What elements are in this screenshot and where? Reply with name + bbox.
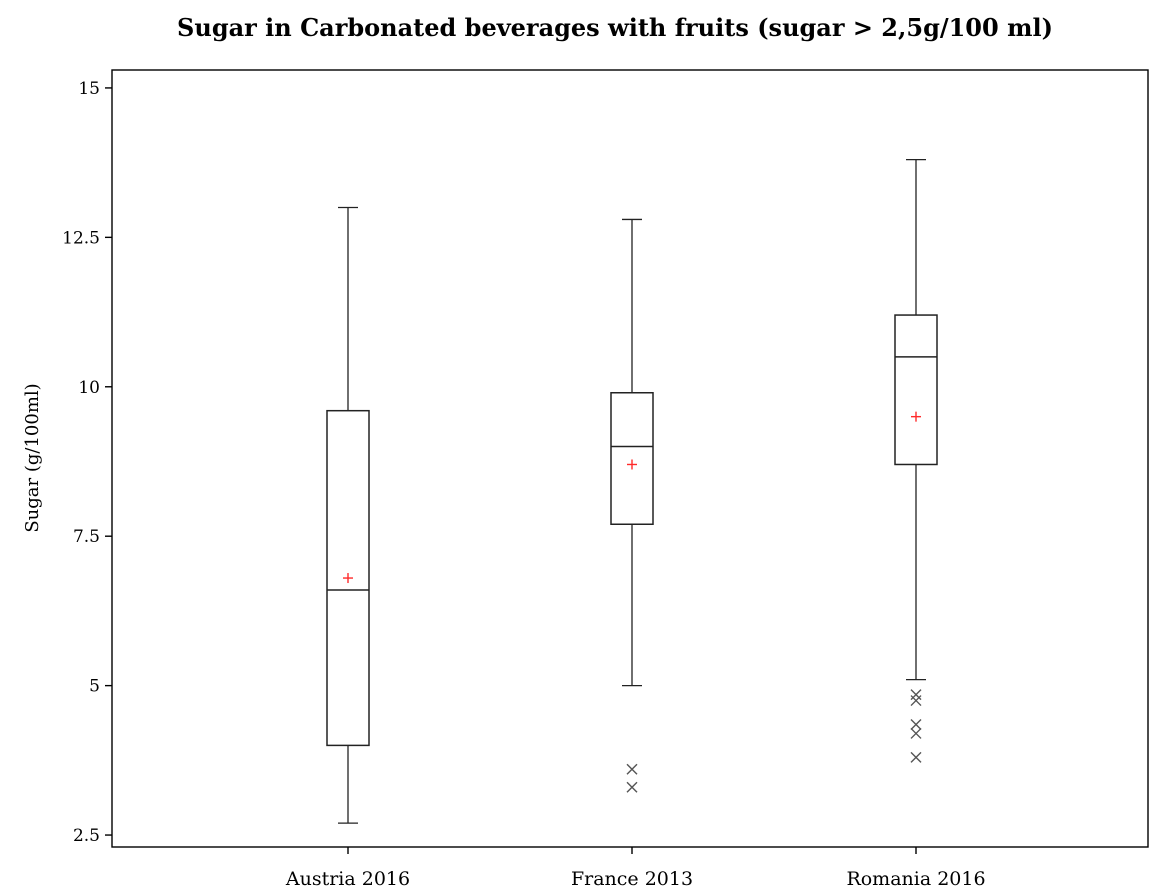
box-group — [610, 218, 654, 793]
outlier-point — [910, 695, 922, 707]
chart-title: Sugar in Carbonated beverages with fruit… — [177, 13, 1053, 42]
outlier-point — [910, 727, 922, 739]
y-tick-label: 12.5 — [62, 228, 100, 248]
iqr-box — [610, 392, 654, 525]
box-group — [894, 159, 938, 763]
x-tick-label: France 2013 — [571, 868, 693, 890]
iqr-box — [326, 409, 370, 747]
y-tick-label: 10 — [78, 378, 100, 398]
mean-marker — [343, 573, 353, 584]
iqr-box — [894, 314, 938, 466]
x-tick-label: Romania 2016 — [846, 868, 985, 890]
outlier-point — [910, 751, 922, 763]
mean-marker — [627, 459, 637, 470]
y-tick-label: 15 — [78, 79, 100, 99]
x-tick-label: Austria 2016 — [285, 868, 410, 890]
y-axis-title: Sugar (g/100ml) — [22, 383, 43, 532]
outlier-point — [910, 718, 922, 730]
outlier-point — [626, 763, 638, 775]
outlier-point — [626, 781, 638, 793]
y-tick-label: 2.5 — [73, 826, 100, 846]
mean-marker — [911, 411, 921, 422]
box-series — [326, 159, 938, 824]
y-tick-label: 7.5 — [73, 527, 100, 547]
box-group — [326, 206, 370, 824]
x-axis: Austria 2016 France 2013 Romania 2016 — [285, 847, 986, 890]
y-axis: 2.5 5 7.5 10 12.5 15 — [62, 79, 112, 846]
outlier-point — [910, 689, 922, 701]
plot-frame — [111, 69, 1149, 848]
y-tick-label: 5 — [89, 677, 100, 697]
